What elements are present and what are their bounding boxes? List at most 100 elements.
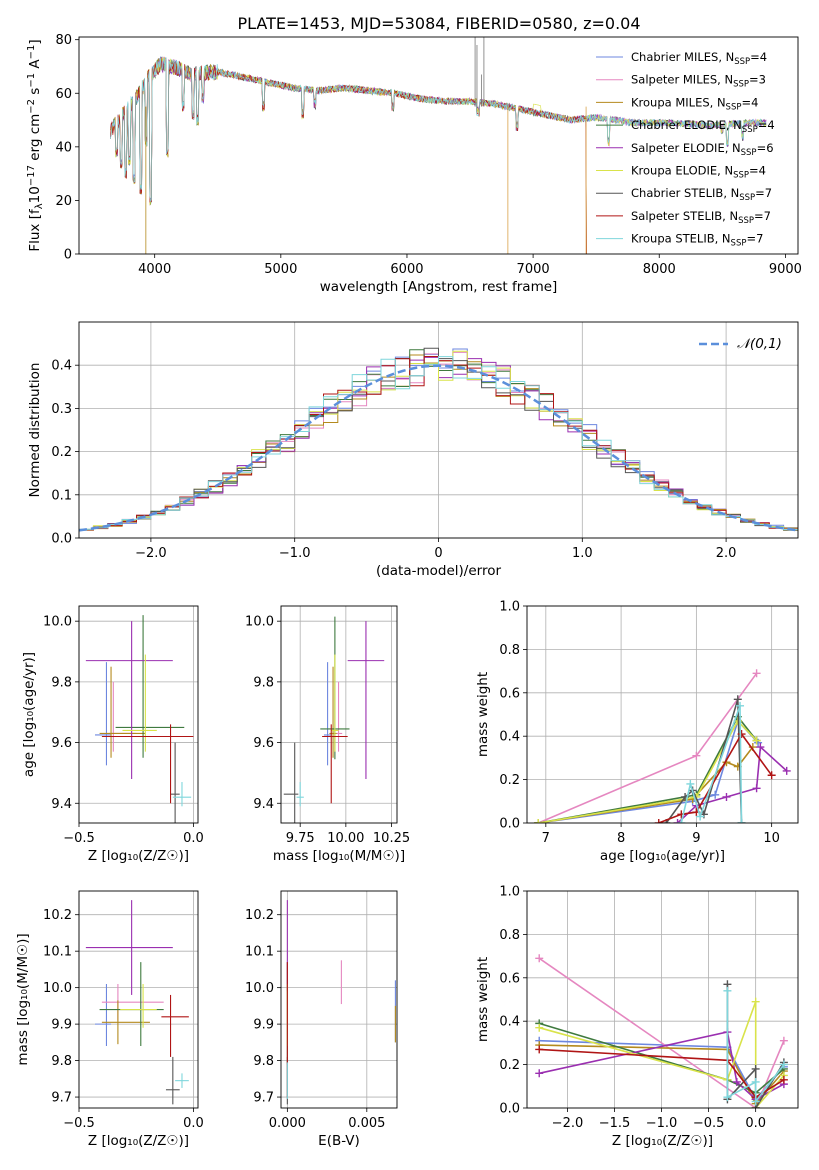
axes-frame xyxy=(78,36,799,255)
legend-sub: SSP xyxy=(731,239,747,249)
y-axis-label: mass weight xyxy=(475,672,491,757)
y-tick-label: 9.7 xyxy=(253,1091,274,1106)
age-vs-mass-panel: 9.75 10.00 10.25 9.4 9.6 9.8 10.0 mass [log₁₀(M… xyxy=(245,605,410,864)
mass-weight-line xyxy=(539,1044,785,1106)
x-tick-label: 9000 xyxy=(769,262,802,277)
y-tick-label: 60 xyxy=(55,87,72,102)
x-tick-label: 0.0 xyxy=(183,1116,204,1131)
legend-label: Salpeter ELODIE, NSSP=6 xyxy=(631,141,774,158)
x-tick-label: 2.0 xyxy=(716,546,737,561)
figure-title: PLATE=1453, MJD=53084, FIBERID=0580, z=0… xyxy=(237,14,640,33)
x-axis-label: (data-model)/error xyxy=(376,563,502,579)
x-tick-label: 7000 xyxy=(517,262,550,277)
mass-weight-marker xyxy=(737,730,746,739)
mass-weight-marker xyxy=(751,1077,760,1086)
mass-weight-marker xyxy=(535,1023,544,1032)
legend-label: Chabrier ELODIE, NSSP=4 xyxy=(631,118,775,135)
y-tick-label: 0.0 xyxy=(51,532,72,547)
y-axis-label: Flux [fλ10−17 erg cm−2 s−1 A−1] xyxy=(26,39,45,251)
y-axis-label-part: 10 xyxy=(27,186,43,203)
plot-area xyxy=(535,954,788,1108)
y-axis-label-part: λ xyxy=(34,203,45,209)
y-axis-label-part: erg cm xyxy=(27,114,43,165)
y-axis-label-part: A xyxy=(27,59,43,73)
x-axis-label: E(B-V) xyxy=(318,1133,360,1149)
spectrum-line xyxy=(110,57,587,254)
x-tick-label: 1.0 xyxy=(572,546,593,561)
x-tick-label: −0.5 xyxy=(693,1116,725,1131)
plot-area xyxy=(85,900,189,1105)
y-tick-label: 10.1 xyxy=(43,945,72,960)
mass-weight-vs-age-panel: 7 8 9 10 0.0 0.2 0.4 0.6 0.8 1.0 age [log₁₀(age/yr… xyxy=(475,600,799,864)
legend-label: Kroupa STELIB, NSSP=7 xyxy=(631,232,763,249)
x-tick-label: 9.75 xyxy=(286,831,315,846)
y-tick-label: 9.8 xyxy=(51,675,72,690)
y-tick-label: 20 xyxy=(55,194,72,209)
axes-frame xyxy=(78,890,199,1109)
axes-frame xyxy=(280,890,398,1109)
axes-frame xyxy=(526,890,799,1109)
y-axis-label: mass weight xyxy=(475,957,491,1042)
mass-weight-marker xyxy=(779,1036,788,1045)
axes-frame xyxy=(78,321,799,539)
y-axis-label-part: Flux [f xyxy=(27,208,43,252)
x-axis-label: Z [log₁₀(Z/Z☉)] xyxy=(612,1133,713,1149)
mass-weight-line xyxy=(538,715,758,823)
mass-weight-marker xyxy=(756,743,765,752)
y-tick-label: 10.2 xyxy=(43,908,72,923)
legend-label: Chabrier STELIB, NSSP=7 xyxy=(631,186,772,203)
mass-weight-marker xyxy=(733,695,742,704)
mass-weight-marker xyxy=(677,819,686,823)
y-tick-label: 0.1 xyxy=(51,488,72,503)
legend-label: Chabrier MILES, NSSP=4 xyxy=(631,50,767,67)
legend-tail: =4 xyxy=(750,50,767,64)
mass-weight-line xyxy=(539,1048,785,1099)
mass-weight-marker xyxy=(752,669,761,678)
x-tick-label: −0.5 xyxy=(63,1116,95,1131)
y-tick-label: 0.6 xyxy=(499,971,520,986)
mass-weight-marker xyxy=(673,819,682,823)
y-tick-label: 10.1 xyxy=(245,945,274,960)
legend-name: Salpeter STELIB, N xyxy=(631,209,738,223)
legend-sub: SSP xyxy=(742,125,758,135)
axes-frame xyxy=(78,605,199,824)
y-axis-label-part: −1 xyxy=(26,45,37,60)
spectrum-panel: 4000 5000 6000 7000 8000 9000 0 20 40 60 80 wavelen… xyxy=(26,33,802,295)
x-axis-label: Z [log₁₀(Z/Z☉)] xyxy=(88,1133,189,1149)
x-tick-label: 0.005 xyxy=(348,1116,385,1131)
axes-frame xyxy=(280,605,398,824)
axes-frame xyxy=(526,605,799,824)
y-tick-label: 1.0 xyxy=(499,600,520,615)
y-tick-label: 10.0 xyxy=(245,615,274,630)
grid xyxy=(527,890,798,1109)
legend-tail: =7 xyxy=(754,209,771,223)
y-tick-label: 9.9 xyxy=(253,1018,274,1033)
plot-area xyxy=(534,669,791,823)
plot-area xyxy=(79,347,798,533)
y-tick-label: 40 xyxy=(55,140,72,155)
mass-weight-marker xyxy=(723,1093,732,1102)
legend-name: Chabrier MILES, N xyxy=(631,50,734,64)
x-tick-label: 0.0 xyxy=(745,1116,766,1131)
legend-sub: SSP xyxy=(733,80,749,90)
x-axis-label: mass [log₁₀(M/M☉)] xyxy=(273,848,405,864)
x-axis-label: Z [log₁₀(Z/Z☉)] xyxy=(88,848,189,864)
x-tick-label: −1.0 xyxy=(279,546,311,561)
y-tick-label: 0.8 xyxy=(499,643,520,658)
gaussian-curve xyxy=(79,364,798,532)
y-tick-label: 9.7 xyxy=(51,1091,72,1106)
y-tick-label: 10.2 xyxy=(245,908,274,923)
x-tick-label: 0.0 xyxy=(183,831,204,846)
y-tick-label: 0.4 xyxy=(499,1015,520,1030)
y-tick-label: 80 xyxy=(55,33,72,48)
x-tick-label: 8 xyxy=(617,831,625,846)
plot-area xyxy=(85,615,194,823)
mass-weight-marker xyxy=(779,1060,788,1069)
legend-label: 𝒩(0,1) xyxy=(737,336,782,352)
mass-weight-line xyxy=(665,699,743,823)
y-tick-label: 9.9 xyxy=(51,1018,72,1033)
mass-weight-marker xyxy=(751,1097,760,1106)
legend-label: Salpeter STELIB, NSSP=7 xyxy=(631,209,771,226)
y-tick-label: 0.0 xyxy=(499,817,520,832)
